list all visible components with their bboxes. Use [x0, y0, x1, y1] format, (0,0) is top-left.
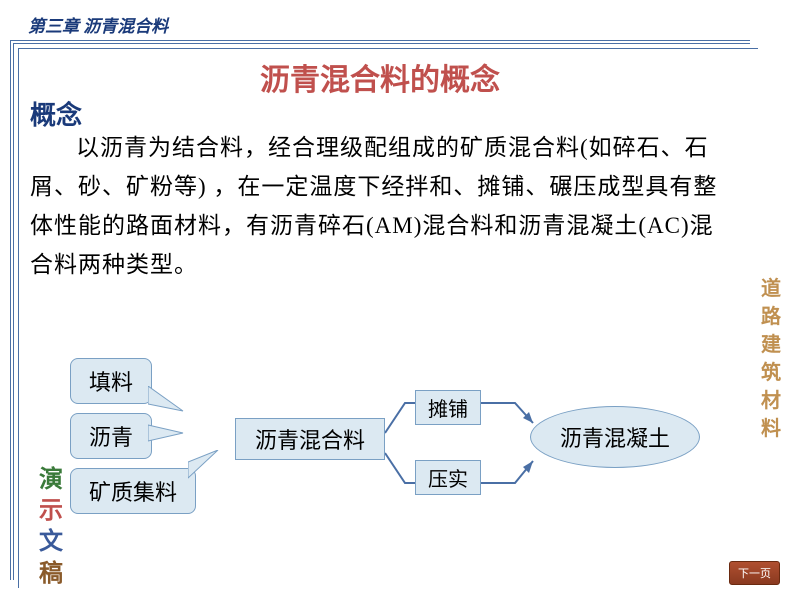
vertical-sidebar-label: 道路建筑材料: [760, 275, 782, 443]
flowchart-diagram: 填料 沥青 矿质集料 沥青混合料 摊铺 压实 沥青混凝土: [70, 358, 750, 548]
input-label: 矿质集料: [70, 468, 196, 514]
arrow-label-spread: 摊铺: [415, 390, 481, 425]
arrow-label-compact: 压实: [415, 460, 481, 495]
input-node-filler: 填料: [70, 358, 152, 404]
input-node-asphalt: 沥青: [70, 413, 152, 459]
output-node-concrete: 沥青混凝土: [530, 406, 700, 468]
subheading: 概念: [30, 95, 82, 132]
callout-tail-icon: [188, 450, 228, 480]
callout-tail-icon: [148, 386, 188, 416]
body-paragraph: 以沥青为结合料，经合理级配组成的矿质混合料(如碎石、石屑、砂、矿粉等) ，在一定…: [30, 128, 730, 284]
presentation-label: 演 示 文 稿: [36, 465, 66, 590]
chapter-title: 第三章 沥青混合料: [28, 12, 168, 37]
input-label: 沥青: [70, 413, 152, 459]
next-page-button[interactable]: 下一页: [729, 561, 780, 585]
input-label: 填料: [70, 358, 152, 404]
center-node-mixture: 沥青混合料: [235, 418, 385, 460]
callout-tail-icon: [148, 423, 188, 443]
input-node-aggregate: 矿质集料: [70, 468, 196, 514]
page-title: 沥青混合料的概念: [0, 55, 760, 99]
